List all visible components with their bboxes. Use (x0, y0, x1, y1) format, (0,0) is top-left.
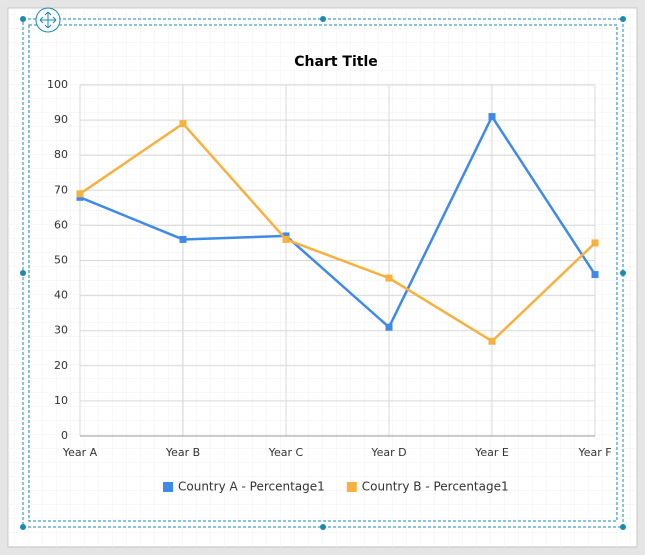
x-tick-label: Year D (370, 446, 406, 459)
point (179, 235, 187, 243)
selection-inner (28, 24, 618, 522)
point (385, 323, 393, 331)
y-tick-label: 100 (47, 78, 68, 91)
point (591, 239, 599, 247)
chart-title: Chart Title (294, 54, 378, 70)
point (385, 274, 393, 282)
y-tick-label: 30 (54, 324, 68, 337)
x-tick-label: Year B (165, 446, 200, 459)
legend-label: Country B - Percentage1 (362, 480, 509, 494)
x-tick-label: Year F (577, 446, 611, 459)
y-tick-label: 70 (54, 183, 68, 196)
y-tick-label: 40 (54, 289, 68, 302)
y-tick-label: 60 (54, 218, 68, 231)
designer-grid (8, 8, 637, 547)
legend-swatch (346, 482, 357, 492)
point (76, 193, 84, 201)
point (282, 235, 290, 243)
point (488, 337, 496, 345)
x-tick-label: Year E (474, 446, 509, 459)
legend-swatch (163, 482, 173, 492)
legend-label: Country A - Percentage1 (178, 480, 325, 494)
y-tick-label: 0 (61, 429, 68, 442)
point (282, 232, 290, 240)
move-icon[interactable] (35, 7, 61, 33)
y-tick-label: 80 (54, 148, 68, 161)
point (76, 190, 84, 198)
point (179, 120, 187, 128)
x-tick-label: Year A (62, 446, 98, 459)
y-tick-label: 50 (54, 254, 68, 267)
x-tick-label: Year C (268, 446, 304, 459)
handles[interactable] (20, 16, 626, 530)
series-line (79, 121, 596, 343)
series-line (79, 114, 597, 330)
y-tick-label: 90 (54, 113, 68, 126)
y-tick-label: 20 (54, 359, 68, 372)
point (591, 271, 599, 279)
point (488, 113, 496, 121)
y-tick-label: 10 (54, 394, 68, 407)
